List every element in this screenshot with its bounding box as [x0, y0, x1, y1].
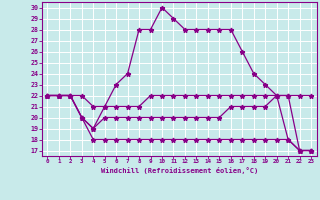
X-axis label: Windchill (Refroidissement éolien,°C): Windchill (Refroidissement éolien,°C) [100, 167, 258, 174]
